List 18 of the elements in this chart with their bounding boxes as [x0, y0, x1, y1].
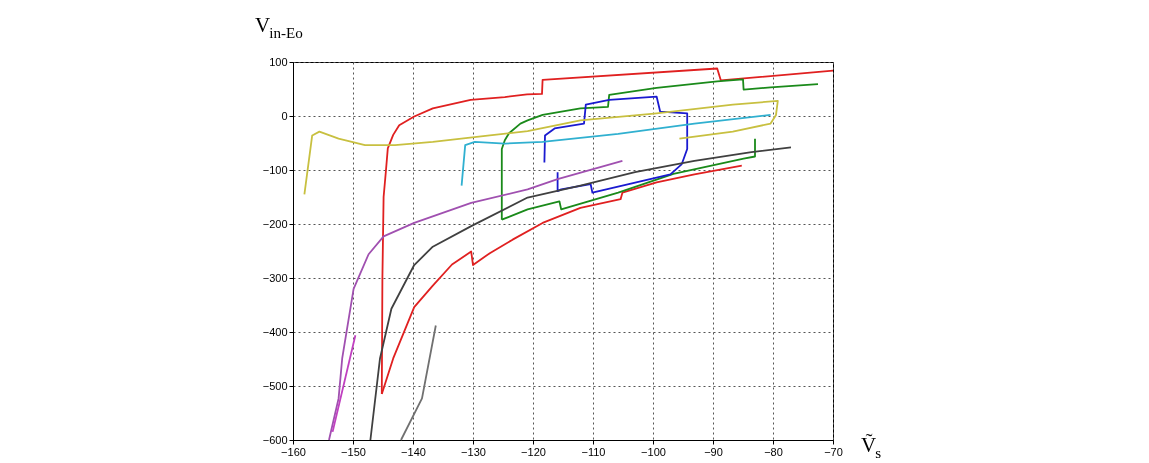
- x-tick-label: −150: [341, 445, 366, 458]
- x-tick-label: −80: [764, 445, 783, 458]
- x-tick-label: −90: [704, 445, 723, 458]
- y-tick-label: −400: [262, 325, 288, 338]
- x-tick-label: −100: [641, 445, 666, 458]
- x-tick-label: −140: [401, 445, 426, 458]
- x-tick-label: −160: [281, 445, 306, 458]
- y-tick-label: −300: [262, 271, 288, 284]
- x-tick-label: −130: [461, 445, 486, 458]
- x-tick-label: −70: [824, 445, 843, 458]
- y-tick-label: −200: [262, 217, 288, 230]
- y-tick-label: 0: [281, 109, 288, 122]
- y-tick-label: 100: [269, 55, 288, 68]
- x-tick-label: −110: [581, 445, 606, 458]
- y-tick-label: −100: [262, 163, 288, 176]
- y-tick-label: −500: [262, 379, 288, 392]
- y-tick-label: −600: [262, 433, 288, 446]
- x-tick-label: −120: [521, 445, 546, 458]
